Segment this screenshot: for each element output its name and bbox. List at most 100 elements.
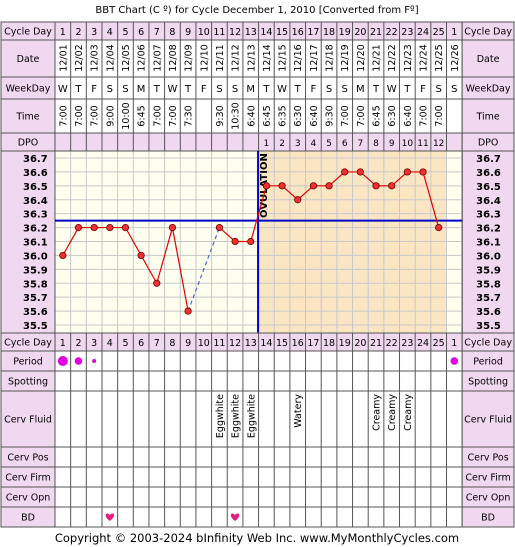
row-label-weekday: WeekDay: [6, 84, 51, 95]
row-label-dpo: DPO: [18, 138, 39, 149]
cycle-day-cell: 7: [154, 27, 160, 38]
row-label-period: Period: [13, 357, 43, 368]
row-label-cerv_pos-right: Cerv Pos: [467, 453, 508, 464]
cerv-fluid-cell: Creamy: [387, 394, 398, 431]
temp-point: [309, 182, 317, 190]
y-tick-label-right: 35.6: [476, 307, 501, 318]
date-cell: 12/19: [340, 44, 351, 71]
row-label-period-right: Period: [473, 357, 503, 368]
cycle-day-cell-bottom: 17: [307, 338, 319, 349]
time-cell: 7:00: [90, 105, 101, 126]
y-tick-label-right: 36.7: [476, 154, 501, 165]
y-tick-label: 36.1: [23, 238, 48, 249]
temp-point: [74, 223, 83, 232]
time-cell: 6:40: [246, 105, 257, 126]
temp-point: [356, 168, 364, 176]
weekday-cell: W: [58, 84, 68, 95]
weekday-cell: S: [122, 84, 128, 95]
y-tick-label-right: 35.7: [476, 293, 501, 304]
temp-point: [435, 223, 443, 232]
cycle-day-cell-bottom: 3: [91, 338, 97, 349]
temp-point: [341, 168, 349, 176]
time-cell: 7:00: [74, 105, 85, 126]
y-tick-label-right: 36.6: [476, 168, 501, 179]
date-cell: 12/24: [419, 44, 430, 71]
weekday-cell: W: [277, 84, 287, 95]
date-cell: 12/21: [372, 44, 383, 71]
date-cell: 12/07: [152, 44, 163, 71]
weekday-cell: S: [107, 84, 113, 95]
y-tick-label-right: 36.0: [476, 251, 501, 262]
cycle-day-cell: 18: [323, 27, 335, 38]
weekday-cell: S: [451, 84, 457, 95]
row-label-right: [461, 98, 515, 134]
date-cell: 12/09: [184, 44, 195, 71]
y-tick-label: 36.5: [23, 182, 48, 193]
row-label-cerv_firm: Cerv Firm: [5, 473, 50, 484]
dpo-cell: 12: [433, 139, 444, 149]
weekday-cell: F: [420, 84, 426, 95]
date-cell: 12/18: [325, 44, 336, 71]
cycle-day-cell-bottom: 1: [451, 338, 457, 349]
row-label-cycle_day: Cycle Day: [4, 338, 52, 349]
date-cell: 12/05: [121, 44, 132, 71]
weekday-cell: S: [435, 84, 441, 95]
weekday-cell: M: [137, 84, 146, 95]
temp-point: [231, 237, 239, 246]
weekday-cell: T: [372, 84, 380, 95]
date-cell: 12/03: [90, 44, 101, 71]
cycle-day-cell-bottom: 14: [260, 338, 272, 349]
dpo-cell: 1: [264, 139, 270, 149]
date-cell: 12/06: [137, 44, 148, 71]
cycle-day-cell-bottom: 5: [122, 338, 128, 349]
cycle-day-cell: 4: [107, 27, 113, 38]
temp-point: [278, 182, 286, 190]
temp-point: [247, 237, 255, 246]
cerv-fluid-cell: Eggwhite: [215, 394, 226, 438]
cycle-day-cell-bottom: 19: [339, 338, 351, 349]
weekday-cell: T: [74, 84, 82, 95]
dpo-cell: 6: [342, 139, 348, 149]
y-tick-label: 35.6: [23, 307, 48, 318]
date-cell: 12/08: [168, 44, 179, 71]
cycle-day-cell-bottom: 22: [386, 338, 398, 349]
cerv-fluid-cell: Creamy: [372, 394, 383, 431]
row-label-weekday-right: WeekDay: [466, 84, 511, 95]
cycle-day-cell: 12: [229, 27, 241, 38]
date-cell: 12/26: [450, 44, 461, 71]
row-label-dpo-right: DPO: [478, 138, 499, 149]
weekday-cell: S: [342, 84, 348, 95]
y-tick-label: 36.2: [23, 224, 48, 235]
heart-icon: [230, 513, 240, 521]
row-label-cerv_fluid: Cerv Fluid: [4, 415, 52, 426]
y-axis-right-bg: [461, 150, 515, 334]
time-cell: 7:30: [184, 105, 195, 126]
weekday-cell: T: [403, 84, 411, 95]
cycle-day-cell-bottom: 7: [154, 338, 160, 349]
date-cell: 12/11: [215, 44, 226, 71]
row-label-right: [461, 506, 515, 528]
y-tick-label-right: 36.5: [476, 182, 501, 193]
cycle-day-cell: 1: [60, 27, 66, 38]
time-cell: 7:00: [168, 105, 179, 126]
weekday-cell: S: [216, 84, 222, 95]
cycle-day-cell: 10: [198, 27, 210, 38]
dpo-cell: 4: [311, 139, 317, 149]
cycle-day-cell-bottom: 16: [292, 338, 304, 349]
cycle-day-cell-bottom: 13: [245, 338, 257, 349]
dpo-cell: 3: [295, 139, 301, 149]
cycle-day-cell-bottom: 9: [185, 338, 191, 349]
cycle-day-cell-bottom: 10: [198, 338, 210, 349]
weekday-cell: M: [246, 84, 255, 95]
chart-title: BBT Chart (C º) for Cycle December 1, 20…: [95, 5, 418, 16]
dpo-cell: 8: [373, 139, 379, 149]
weekday-cell: W: [387, 84, 397, 95]
temp-point: [168, 223, 177, 232]
period-dot: [450, 357, 459, 365]
weekday-cell: T: [184, 84, 192, 95]
cycle-day-cell: 14: [260, 27, 272, 38]
dpo-cell: 2: [279, 139, 285, 149]
cycle-day-cell-bottom: 15: [276, 338, 288, 349]
date-cell: 12/02: [74, 44, 85, 71]
row-label-bd-right: BD: [481, 513, 495, 524]
